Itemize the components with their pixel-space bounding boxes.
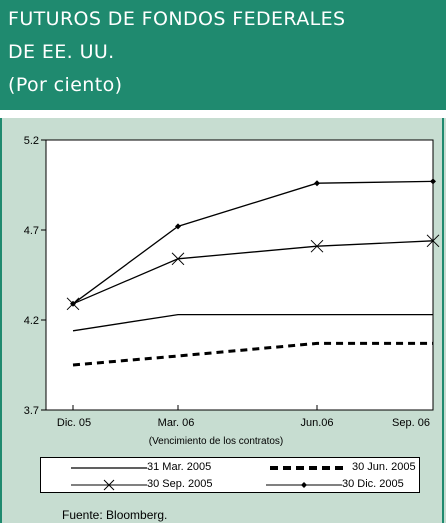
y-tick-label: 5.2: [24, 135, 39, 147]
data-point: [310, 239, 324, 253]
series-line: [72, 341, 433, 367]
chart-subtitle: (Por ciento): [8, 74, 123, 96]
x-tick-label: Dic. 05: [57, 417, 91, 429]
chart-panel: [0, 118, 444, 523]
source-note: Fuente: Bloomberg.: [62, 508, 168, 522]
x-axis: Dic. 05 Mar. 06 Jun.06 Sep. 06: [57, 405, 434, 429]
legend-label: 31 Mar. 2005: [147, 461, 212, 473]
data-point: [171, 252, 185, 266]
data-point: [70, 300, 76, 307]
y-tick-label: 3.7: [24, 405, 39, 417]
data-point: [314, 180, 320, 187]
y-axis: 5.2 4.7 4.2 3.7: [24, 135, 46, 417]
header-divider: [0, 110, 446, 118]
x-axis-title: (Vencimiento de los contratos): [149, 436, 284, 447]
series-group: [66, 178, 440, 367]
legend-label: 30 Sep. 2005: [147, 478, 213, 490]
x-tick-label: Sep. 06: [392, 417, 430, 429]
data-point: [426, 234, 440, 248]
x-tick-label: Mar. 06: [158, 417, 195, 429]
y-tick-label: 4.2: [24, 315, 39, 327]
chart-title-line-1: FUTUROS DE FONDOS FEDERALES: [8, 8, 346, 30]
series-line: [72, 180, 434, 305]
series-line: [72, 240, 434, 305]
data-point: [175, 223, 181, 230]
y-tick-label: 4.7: [24, 225, 39, 237]
title-banner: FUTUROS DE FONDOS FEDERALES DE EE. UU. (…: [0, 0, 446, 110]
legend-label: 30 Dic. 2005: [342, 478, 404, 490]
chart-title-line-2: DE EE. UU.: [8, 41, 115, 63]
data-point: [430, 178, 436, 185]
legend: 31 Mar. 2005 30 Jun. 2005 30 Sep. 2005 3…: [40, 457, 420, 493]
legend-label: 30 Jun. 2005: [352, 461, 416, 473]
series-line: [72, 313, 433, 332]
plot-area: [45, 139, 434, 411]
x-tick-label: Jun.06: [300, 417, 333, 429]
